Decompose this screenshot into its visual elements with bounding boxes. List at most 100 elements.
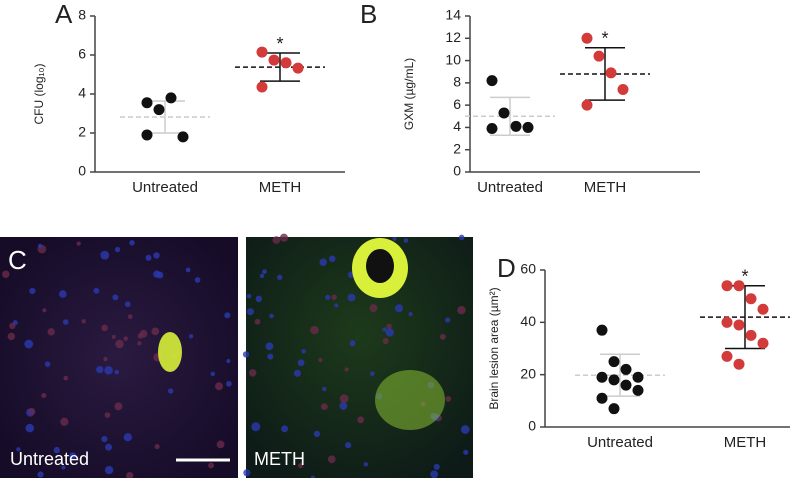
nucleus xyxy=(281,425,289,433)
nucleus xyxy=(103,356,108,362)
nucleus xyxy=(139,329,148,338)
nucleus xyxy=(24,339,34,349)
nucleus xyxy=(61,465,66,470)
nucleus xyxy=(313,430,321,438)
nucleus xyxy=(123,433,132,442)
data-point xyxy=(280,57,292,69)
data-point xyxy=(757,337,769,349)
nucleus xyxy=(382,337,389,345)
data-point xyxy=(745,293,757,305)
nucleus xyxy=(344,367,349,372)
y-tick-label: 14 xyxy=(445,7,461,23)
nucleus xyxy=(445,396,452,402)
data-point xyxy=(605,67,617,79)
data-point xyxy=(608,374,620,386)
nucleus xyxy=(112,294,119,301)
nucleus xyxy=(104,412,111,418)
nucleus xyxy=(60,417,69,426)
nucleus xyxy=(58,290,67,298)
y-tick-label: 2 xyxy=(78,124,86,140)
y-axis-label: Brain lesion area (µm²) xyxy=(487,287,501,409)
nucleus xyxy=(325,294,331,301)
nucleus xyxy=(395,304,403,313)
x-tick-label: Untreated xyxy=(132,179,198,196)
nucleus xyxy=(154,443,160,450)
nucleus xyxy=(124,301,131,308)
nucleus xyxy=(37,471,44,478)
nucleus xyxy=(153,252,160,259)
nucleus xyxy=(29,287,36,295)
nucleus xyxy=(104,366,113,375)
nucleus xyxy=(385,328,394,337)
nucleus xyxy=(445,317,451,323)
nucleus xyxy=(439,333,446,340)
data-point xyxy=(153,104,165,116)
nucleus xyxy=(248,369,257,377)
nucleus xyxy=(167,388,174,394)
data-point xyxy=(141,97,153,109)
x-tick-label: METH xyxy=(584,179,627,196)
y-tick-label: 8 xyxy=(78,7,86,23)
nucleus xyxy=(69,452,77,460)
nucleus xyxy=(265,342,274,351)
nucleus xyxy=(44,361,51,367)
nucleus xyxy=(2,270,10,278)
nucleus xyxy=(277,274,283,281)
data-point xyxy=(733,280,745,292)
nucleus xyxy=(25,423,35,433)
nucleus xyxy=(104,465,114,475)
nucleus xyxy=(7,332,16,341)
data-point xyxy=(721,350,733,362)
image-label: METH xyxy=(254,449,305,469)
image-label: Untreated xyxy=(10,449,89,469)
significance: * xyxy=(601,29,608,49)
data-point xyxy=(292,62,304,74)
nucleus xyxy=(269,313,274,319)
significance: * xyxy=(741,266,748,286)
nucleus xyxy=(457,305,466,315)
nucleus xyxy=(63,375,69,381)
nucleus xyxy=(349,340,356,347)
nucleus xyxy=(114,402,123,411)
panel-label: A xyxy=(55,0,73,29)
panel-label: C xyxy=(8,245,27,275)
nucleus xyxy=(185,267,191,273)
data-point xyxy=(268,54,280,66)
data-point xyxy=(177,131,189,143)
nucleus xyxy=(208,462,215,469)
y-tick-label: 4 xyxy=(453,118,461,134)
data-point xyxy=(733,319,745,331)
nucleus xyxy=(188,334,194,339)
nucleus xyxy=(226,380,232,387)
nucleus xyxy=(267,353,274,360)
nucleus xyxy=(430,470,439,478)
nucleus xyxy=(369,371,375,376)
nucleus xyxy=(210,371,216,377)
data-point xyxy=(620,363,632,375)
nucleus xyxy=(322,386,327,392)
nucleus xyxy=(460,425,470,434)
nucleus xyxy=(392,236,397,241)
nucleus xyxy=(297,463,304,469)
nucleus xyxy=(246,293,252,299)
nucleus xyxy=(145,254,152,261)
nucleus xyxy=(319,258,327,266)
nucleus xyxy=(81,319,86,324)
nucleus xyxy=(347,293,356,302)
y-tick-label: 8 xyxy=(453,74,461,90)
nucleus xyxy=(153,270,161,278)
nucleus xyxy=(242,351,250,358)
data-point xyxy=(632,384,644,396)
nucleus xyxy=(297,359,305,367)
data-point xyxy=(256,46,268,58)
data-point xyxy=(721,280,733,292)
nucleus xyxy=(334,303,339,308)
data-point xyxy=(596,371,608,383)
data-point xyxy=(593,50,605,62)
data-point xyxy=(486,75,498,87)
y-tick-label: 6 xyxy=(453,96,461,112)
lesion-core xyxy=(366,249,394,283)
data-point xyxy=(596,392,608,404)
nucleus xyxy=(408,312,413,317)
data-point xyxy=(581,32,593,44)
